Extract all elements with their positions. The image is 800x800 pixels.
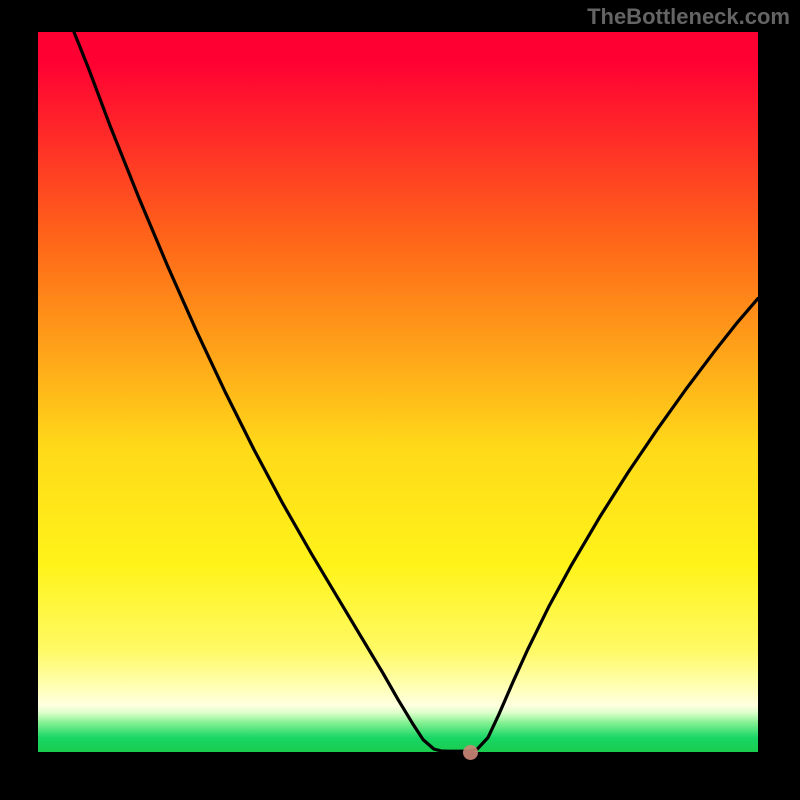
plot-area: [38, 32, 758, 752]
watermark-text: TheBottleneck.com: [587, 4, 790, 30]
optimal-point-marker: [463, 745, 478, 760]
chart-container: TheBottleneck.com: [0, 0, 800, 800]
